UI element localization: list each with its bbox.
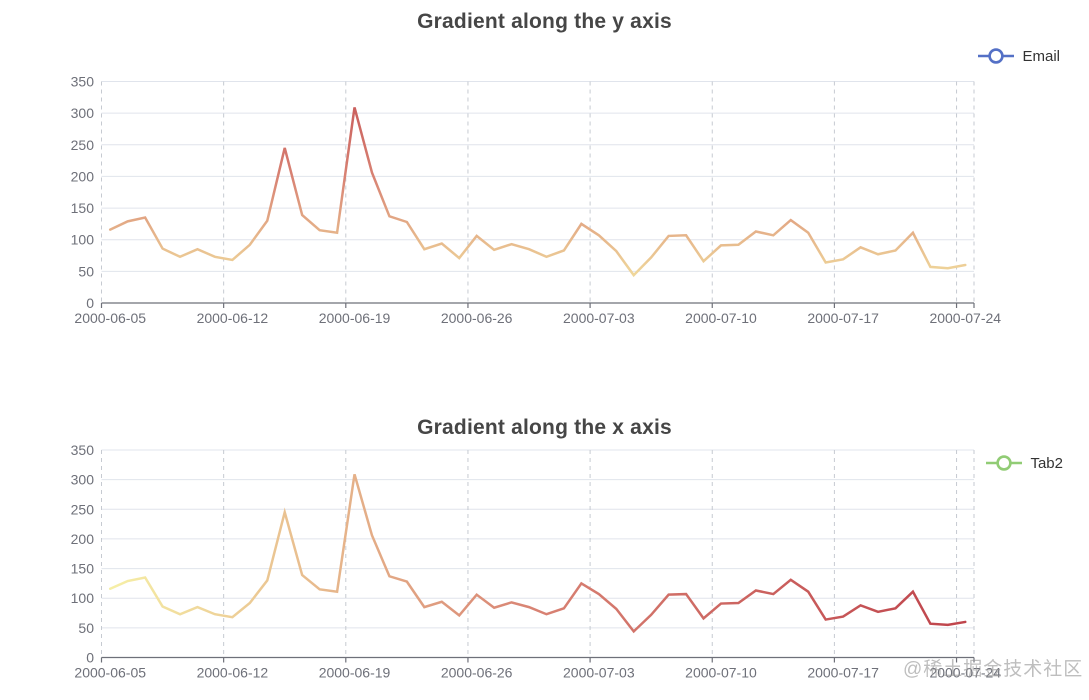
- line-series-legend-icon: [978, 47, 1015, 65]
- chart-title-gradient-y: Gradient along the y axis: [417, 10, 672, 33]
- chart-gradient-y: 0 50 100 150 200 250 300 350 2000-06-05 2000-06-1…: [71, 74, 1002, 327]
- line-series-email[interactable]: [108, 107, 967, 278]
- legend-label: Tab2: [1030, 454, 1063, 472]
- legend-item-tab2[interactable]: Tab2: [986, 453, 1063, 473]
- line-series-legend-icon: [986, 454, 1023, 472]
- x-axis-label: 2000-07-10: [685, 665, 757, 681]
- x-axis-label: 2000-06-19: [319, 665, 391, 681]
- x-axis-label: 2000-07-17: [807, 665, 879, 681]
- y-axis-label: 200: [71, 531, 95, 547]
- watermark: @稀土掘金技术社区: [903, 659, 1084, 680]
- x-axis-label: 2000-06-26: [441, 310, 513, 326]
- x-axis-label: 2000-06-19: [319, 310, 391, 326]
- x-axis-label: 2000-07-03: [563, 665, 635, 681]
- y-axis-label: 350: [71, 74, 95, 90]
- y-axis-label: 0: [86, 295, 94, 311]
- y-axis-label: 0: [86, 650, 94, 666]
- x-axis-label: 2000-07-17: [807, 310, 879, 326]
- x-axis-label: 2000-06-05: [74, 665, 146, 681]
- y-axis-label: 150: [71, 561, 95, 577]
- y-axis-label: 250: [71, 501, 95, 517]
- x-axis-label: 2000-06-12: [197, 310, 269, 326]
- x-axis-label: 2000-06-05: [74, 310, 146, 326]
- x-axis-label: 2000-07-03: [563, 310, 635, 326]
- x-axis-label: 2000-07-10: [685, 310, 757, 326]
- y-axis-label: 300: [71, 472, 95, 488]
- chart-gradient-x: 0 50 100 150 200 250 300 350 2000-06-05 2000-06-1…: [71, 442, 1002, 681]
- line-series-tab2[interactable]: [108, 473, 967, 634]
- y-axis-label: 250: [71, 137, 95, 153]
- y-axis-label: 350: [71, 442, 95, 458]
- chart-title-gradient-x: Gradient along the x axis: [417, 416, 672, 439]
- y-axis-label: 50: [78, 620, 94, 636]
- x-axis-label: 2000-06-26: [441, 665, 513, 681]
- y-axis-label: 100: [71, 590, 95, 606]
- y-axis-label: 300: [71, 105, 95, 121]
- legend-item-email[interactable]: Email: [978, 46, 1060, 66]
- y-axis-label: 50: [78, 263, 94, 279]
- y-axis-label: 100: [71, 232, 95, 248]
- x-axis-label: 2000-06-12: [197, 665, 269, 681]
- x-axis-label: 2000-07-24: [929, 310, 1001, 326]
- y-axis-label: 150: [71, 200, 95, 216]
- y-axis-label: 200: [71, 168, 95, 184]
- x-axis-label: 2000-07-24: [929, 665, 1001, 681]
- legend-label: Email: [1022, 47, 1060, 65]
